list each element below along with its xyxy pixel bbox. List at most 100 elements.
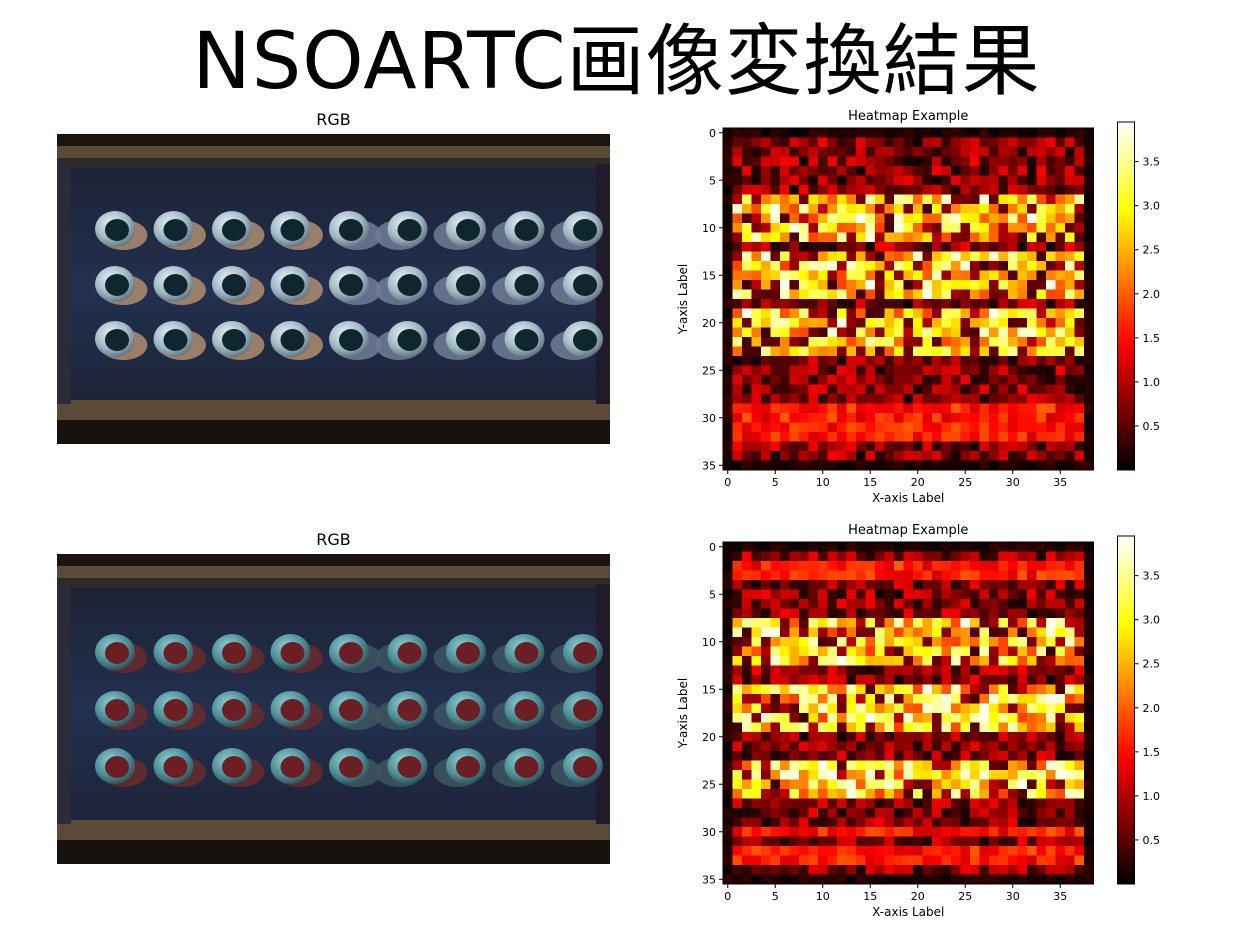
heatmap-cell xyxy=(903,289,914,300)
heatmap-cell xyxy=(827,589,838,600)
heatmap-cell xyxy=(1036,599,1047,609)
heatmap-cell xyxy=(780,403,790,414)
heatmap-cell xyxy=(951,684,961,695)
heatmap-cell xyxy=(951,694,961,704)
heatmap-cell xyxy=(970,185,980,195)
heatmap-cell xyxy=(1065,817,1075,828)
heatmap-cell xyxy=(913,318,923,328)
bottle xyxy=(212,211,265,250)
heatmap-cell xyxy=(837,779,847,790)
heatmap-cell xyxy=(884,732,895,742)
heatmap-cell xyxy=(1017,185,1028,195)
heatmap-cell xyxy=(1055,684,1066,695)
heatmap-cell xyxy=(751,836,762,847)
heatmap-cell xyxy=(723,356,733,366)
heatmap-cell xyxy=(1036,204,1047,214)
heatmap-cell xyxy=(799,608,809,619)
heatmap-cell xyxy=(808,156,819,167)
heatmap-cell xyxy=(1017,365,1028,376)
heatmap-cell xyxy=(751,280,762,290)
heatmap-cell xyxy=(789,656,800,666)
heatmap-cell xyxy=(732,432,743,442)
heatmap-cell xyxy=(922,808,933,818)
heatmap-cell xyxy=(1074,441,1085,452)
heatmap-cell xyxy=(941,760,952,771)
heatmap-cell xyxy=(751,760,762,771)
heatmap-cell xyxy=(818,375,828,385)
heatmap-cell xyxy=(751,656,762,666)
heatmap-cell xyxy=(827,413,838,423)
heatmap-cell xyxy=(751,637,762,647)
heatmap-cell xyxy=(1036,874,1047,885)
heatmap-cell xyxy=(1008,460,1018,471)
heatmap-cell xyxy=(789,551,800,562)
heatmap-cell xyxy=(1046,713,1056,723)
heatmap-cell xyxy=(941,703,952,714)
heatmap-cell xyxy=(1027,441,1037,452)
heatmap-cell xyxy=(951,770,961,780)
heatmap-cell xyxy=(846,589,857,600)
heatmap-cell xyxy=(1027,432,1037,442)
heatmap-cell xyxy=(960,251,971,262)
heatmap-cell xyxy=(799,618,809,628)
heatmap-cell xyxy=(837,542,847,552)
heatmap-cell xyxy=(723,270,733,281)
heatmap-cell xyxy=(1008,413,1018,423)
heatmap-cell xyxy=(998,808,1009,818)
heatmap-cell xyxy=(1084,318,1094,328)
heatmap-cell xyxy=(808,261,819,271)
heatmap-cell xyxy=(751,194,762,205)
heatmap-cell xyxy=(761,817,771,828)
heatmap-cell xyxy=(1036,413,1047,423)
heatmap-cell xyxy=(1027,137,1037,148)
heatmap-cell xyxy=(951,874,961,885)
heatmap-cell xyxy=(856,299,866,309)
heatmap-cell xyxy=(808,299,819,309)
heatmap-cell xyxy=(913,551,923,562)
heatmap-cell xyxy=(941,684,952,695)
heatmap-cell xyxy=(989,346,999,357)
heatmap-cell xyxy=(922,375,933,385)
heatmap-cell xyxy=(875,561,885,571)
heatmap-cell xyxy=(903,599,914,609)
heatmap-cell xyxy=(922,394,933,404)
heatmap-cell xyxy=(732,656,743,666)
heatmap-cell xyxy=(884,703,895,714)
heatmap-cell xyxy=(1027,365,1037,376)
heatmap-cell xyxy=(1055,128,1066,138)
heatmap-cell xyxy=(894,356,904,366)
heatmap-cell xyxy=(846,327,857,338)
heatmap-cell xyxy=(970,280,980,290)
heatmap-cell xyxy=(1008,261,1018,271)
heatmap-cell xyxy=(799,156,809,167)
heatmap-cell xyxy=(837,147,847,157)
heatmap-cell xyxy=(989,665,999,676)
heatmap-cell xyxy=(913,561,923,571)
heatmap-cell xyxy=(960,299,971,309)
heatmap-cell xyxy=(732,713,743,723)
heatmap-cell xyxy=(789,589,800,600)
heatmap-cell xyxy=(808,365,819,376)
heatmap-cell xyxy=(875,722,885,733)
heatmap-cell xyxy=(865,846,876,856)
heatmap-cell xyxy=(742,694,752,704)
heatmap-cell xyxy=(875,318,885,328)
heatmap-cell xyxy=(799,280,809,290)
heatmap-cell xyxy=(932,827,942,837)
heatmap-cell xyxy=(1008,570,1018,581)
heatmap-cell xyxy=(989,608,999,619)
heatmap-cell xyxy=(951,280,961,290)
heatmap-cell xyxy=(1036,223,1047,233)
heatmap-cell xyxy=(998,855,1009,866)
heatmap-cell xyxy=(1036,185,1047,195)
heatmap-cell xyxy=(1008,599,1018,609)
heatmap-cell xyxy=(789,356,800,366)
heatmap-cell xyxy=(875,846,885,856)
heatmap-cell xyxy=(808,147,819,157)
heatmap-cell xyxy=(751,646,762,657)
bottle xyxy=(433,634,486,673)
heatmap-cell xyxy=(856,384,866,395)
heatmap-cell xyxy=(1017,703,1028,714)
heatmap-cell xyxy=(723,460,733,471)
heatmap-cell xyxy=(989,375,999,385)
